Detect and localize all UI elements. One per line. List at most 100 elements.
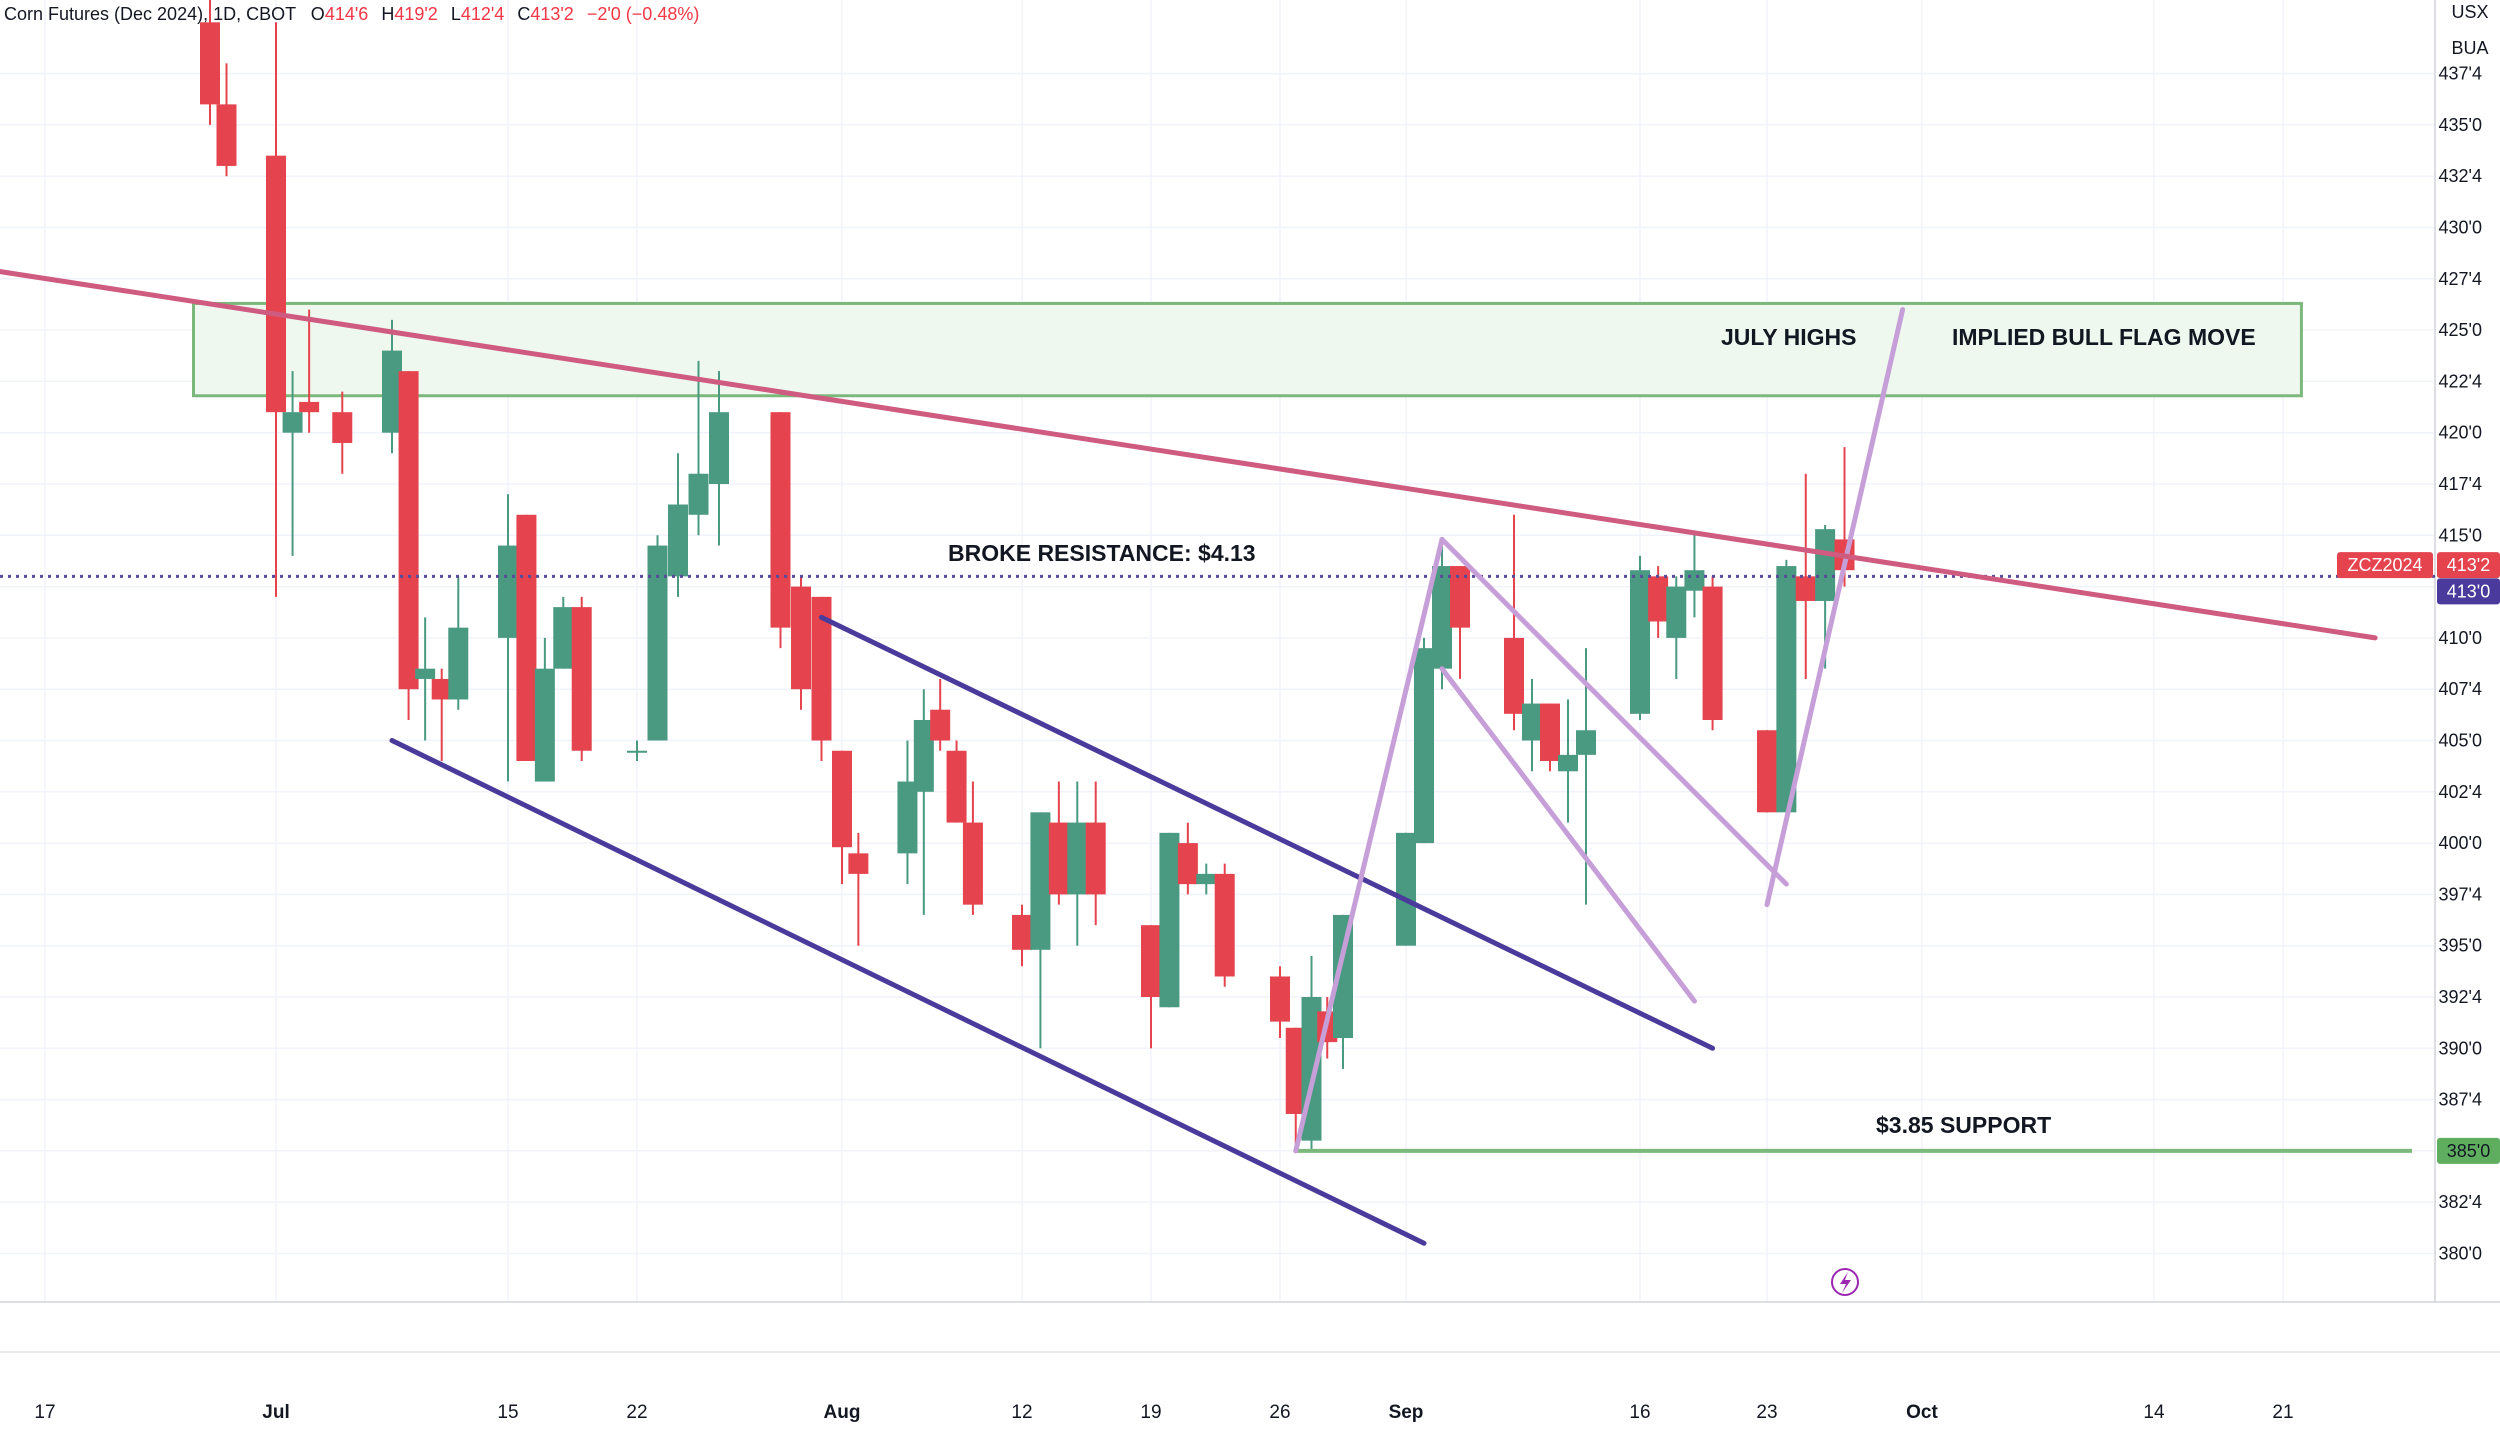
candle-body [1757,730,1777,813]
price-axis[interactable]: 437'4 435'0 432'4 430'0 427'4 425'0 422'4 420'0… [2337,64,2500,1264]
time-axis[interactable]: 17 Jul 15 22 Aug 12 19 26 Sep 16 23 Oct 14 21 [34,1402,2293,1423]
high-label: H [381,4,395,24]
candle [200,0,220,125]
candle-body [688,473,709,515]
candle-body [791,586,811,690]
price-tick-label: 432'4 [2439,166,2482,186]
candle-body [1702,586,1723,720]
time-tick-label: Sep [1389,1402,1424,1423]
candle-body [1815,529,1836,601]
candle-body [1196,873,1217,885]
candle-body [1214,873,1235,977]
quantity-unit[interactable]: BUA [2440,38,2500,59]
candle [1776,559,1797,817]
price-tick-label: 395'0 [2439,936,2482,956]
low-label: L [450,4,461,24]
drawings-layer [0,269,2435,1246]
candle [266,22,286,597]
candle [1396,832,1416,946]
candle [848,832,869,946]
candle [1333,914,1353,1069]
time-tick-label: 15 [497,1402,518,1423]
candle [1012,904,1032,967]
candle-body [498,545,518,638]
candle-body [1576,730,1596,755]
time-tick-label: 22 [626,1402,647,1423]
candle [398,371,419,720]
candle [1666,576,1687,679]
candle [534,637,555,782]
candle-body [848,853,869,874]
channel-lower-line [389,738,1427,1246]
price-tick-label: 400'0 [2439,833,2482,853]
candle-body [1012,914,1032,950]
candle [1795,473,1816,679]
candle [913,689,934,915]
currency-unit[interactable]: USX [2440,2,2500,23]
price-tick-label: 380'0 [2439,1244,2482,1264]
candle-body [1776,566,1797,813]
candle [1030,812,1051,1049]
price-tick-label: 417'4 [2439,474,2482,494]
price-tick-label: 382'4 [2439,1192,2482,1212]
candle [811,596,832,762]
candle [216,63,237,177]
broke-resistance-label: BROKE RESISTANCE: $4.13 [948,540,1256,566]
candle [1196,863,1217,895]
candle-body [1067,822,1088,895]
price-tick-label: 422'4 [2439,371,2482,391]
candle [709,371,729,546]
candle-body [946,750,967,823]
candle-body [431,678,452,700]
price-tick-label: 435'0 [2439,115,2482,135]
low-value: 412'4 [460,4,505,24]
price-tick-label: 392'4 [2439,987,2482,1007]
candles-layer [200,0,1855,1151]
candle [627,740,647,762]
candle [1067,781,1088,946]
candle-body [1648,576,1669,622]
symbol-price-tag-bg [2337,552,2433,579]
support-price-tag-text: 385'0 [2447,1141,2490,1161]
candle-body [415,668,436,679]
candle-body [332,412,353,443]
symbol-title: Corn Futures (Dec 2024), 1D, CBOT [4,4,296,24]
candle [1702,576,1723,731]
candle-body [448,627,469,700]
candle-body [627,750,647,753]
highs-zone-layer [192,301,2303,398]
price-tick-label: 430'0 [2439,218,2482,238]
flag-pole-line [1293,536,1445,1154]
candle [299,309,320,433]
candle-body [216,104,237,166]
lightning-icon-bolt [1840,1272,1851,1293]
candle [332,391,353,474]
line-price-tag-bg [2437,578,2500,605]
time-tick-label: Jul [262,1402,289,1423]
chart-legend: Corn Futures (Dec 2024), 1D, CBOT O414'6… [4,4,699,25]
candle [516,514,537,762]
candle-body [647,545,668,741]
candle [930,678,951,751]
highs-zone-box [192,301,2303,398]
candle-body [1684,570,1705,591]
flag-projection-line [1764,307,1906,908]
time-tick-label: 19 [1140,1402,1161,1423]
channel-upper-line [819,614,1716,1051]
candle-body [1048,822,1069,895]
candle-body [1085,822,1106,895]
candle-body [1450,566,1470,628]
candle [571,596,592,762]
candle [897,740,918,885]
last-price-tag: 413'2 [2437,552,2500,579]
candle [1522,678,1542,772]
support-price-tag: 385'0 [2437,1137,2500,1164]
candle-body [1159,832,1180,1008]
price-tick-label: 405'0 [2439,731,2482,751]
candle-body [811,596,832,741]
open-label: O [310,4,325,24]
candle-body [1666,586,1687,638]
candle [1159,832,1180,1008]
